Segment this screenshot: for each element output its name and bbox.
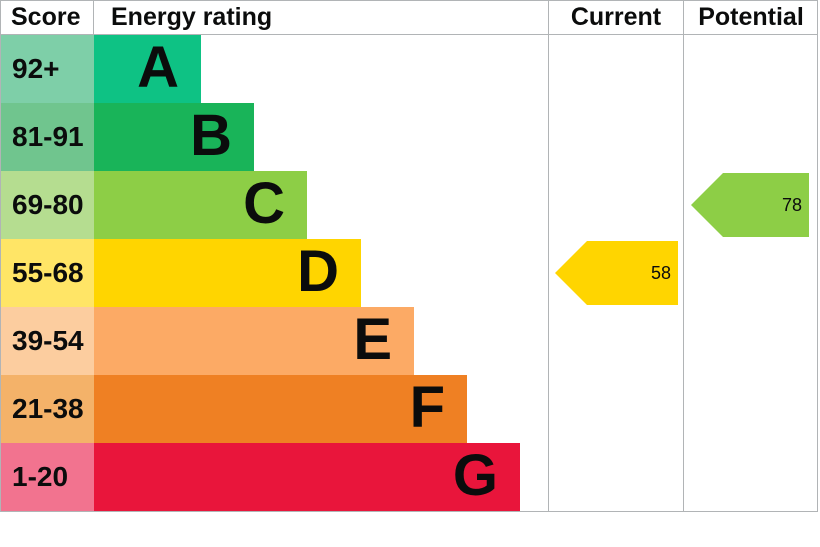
band-letter-c: C <box>243 171 285 236</box>
header-bottom-divider <box>1 34 817 35</box>
potential-rating-value: 78 <box>781 194 802 215</box>
potential-rating-arrow: 78 <box>691 173 809 237</box>
band-letter-f: F <box>409 375 445 440</box>
band-score-e: 39-54 <box>1 307 94 375</box>
current-column-divider <box>548 1 549 511</box>
band-score-b: 81-91 <box>1 103 94 171</box>
current-rating-arrow: 58 <box>555 241 678 305</box>
epc-table: Score Energy rating Current Potential 92… <box>0 0 818 512</box>
band-bar-b: B <box>94 103 254 171</box>
column-header-score: Score <box>11 3 81 31</box>
band-score-d: 55-68 <box>1 239 94 307</box>
band-bar-g: G <box>94 443 520 511</box>
band-score-a: 92+ <box>1 35 94 103</box>
band-bar-f: F <box>94 375 467 443</box>
band-letter-a: A <box>137 35 179 100</box>
potential-column-divider <box>683 1 684 511</box>
current-rating-value: 58 <box>650 262 671 283</box>
band-bar-d: D <box>94 239 361 307</box>
band-bar-a: A <box>94 35 201 103</box>
band-letter-d: D <box>297 239 339 304</box>
band-letter-b: B <box>190 103 232 168</box>
column-header-current: Current <box>570 3 662 31</box>
band-score-f: 21-38 <box>1 375 94 443</box>
column-header-potential: Potential <box>698 3 804 31</box>
band-bar-e: E <box>94 307 414 375</box>
band-letter-e: E <box>353 307 392 372</box>
band-score-g: 1-20 <box>1 443 94 511</box>
score-column-divider <box>93 1 94 34</box>
band-bar-c: C <box>94 171 307 239</box>
column-header-energy-rating: Energy rating <box>111 3 273 31</box>
band-letter-g: G <box>452 443 498 508</box>
band-score-c: 69-80 <box>1 171 94 239</box>
